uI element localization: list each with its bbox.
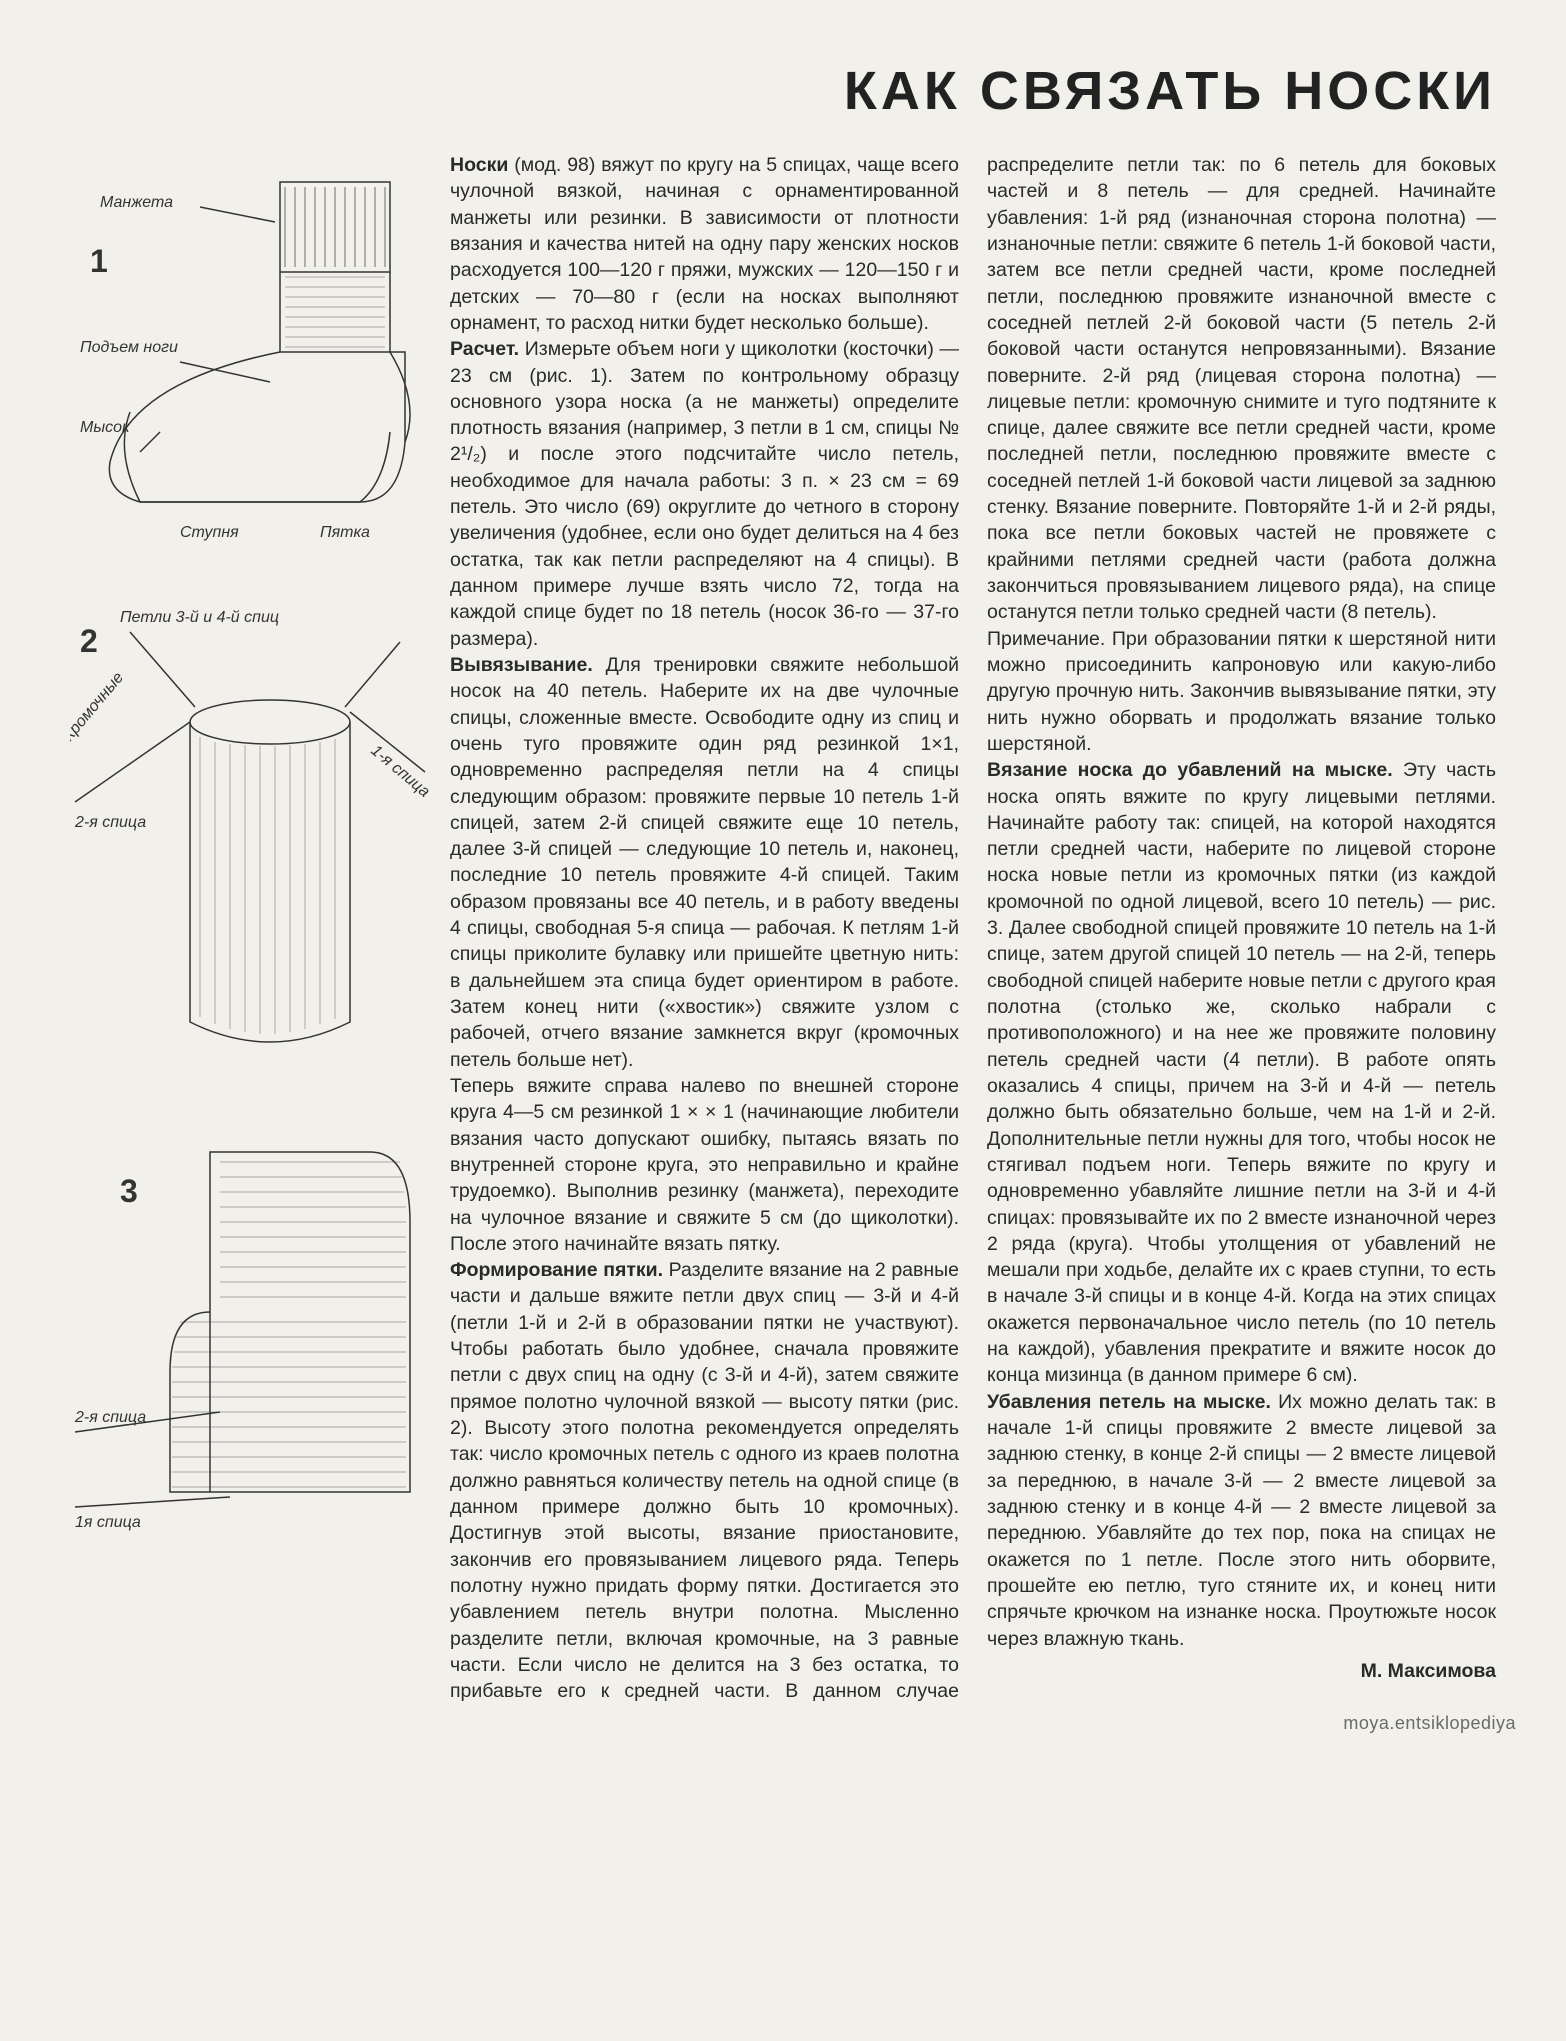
fig1-label-instep: Подъем ноги <box>80 339 178 356</box>
para-6: Примечание. При образовании пятки к шерс… <box>987 626 1496 758</box>
para-8: Убавления петель на мыске. Их можно дела… <box>987 1389 1496 1652</box>
fig2-number: 2 <box>80 623 98 659</box>
body-text: Носки (мод. 98) вяжут по кругу на 5 спиц… <box>450 152 1496 1704</box>
figure-3: 3 <box>70 1112 430 1532</box>
fig1-label-sole: Ступня <box>180 524 239 541</box>
para-1: Носки (мод. 98) вяжут по кругу на 5 спиц… <box>450 152 959 336</box>
content-row: 1 <box>70 152 1496 1704</box>
page-title: КАК СВЯЗАТЬ НОСКИ <box>70 60 1496 122</box>
fig2-label-loops34: Петли 3-й и 4-й спиц <box>120 609 279 626</box>
watermark: moya.entsiklopediya <box>1343 1713 1516 1734</box>
fig3-number: 3 <box>120 1173 138 1209</box>
para-4: Теперь вяжите справа налево по внешней с… <box>450 1073 959 1257</box>
fig2-label-edge: Кромочные <box>70 669 127 744</box>
fig1-label-cuff: Манжета <box>100 194 173 211</box>
figures-column: 1 <box>70 152 430 1532</box>
fig1-label-toe: Мысок <box>80 419 131 436</box>
para-2: Расчет. Измерьте объем ноги у щиколотки … <box>450 336 959 652</box>
fig3-label-needle1: 1я спица <box>75 1514 141 1531</box>
para-3: Вывязывание. Для тренировки свяжите небо… <box>450 652 959 1073</box>
page: КАК СВЯЗАТЬ НОСКИ 1 <box>70 60 1496 1704</box>
fig3-label-needle2: 2-я спица <box>74 1409 146 1426</box>
figure-2: 2 <box>70 592 430 1072</box>
fig1-label-heel: Пятка <box>320 524 370 541</box>
figure-1: 1 <box>70 152 430 552</box>
para-7: Вязание носка до убавлений на мыске. Эту… <box>987 757 1496 1389</box>
fig2-label-needle2: 2-я спица <box>74 814 146 831</box>
fig1-number: 1 <box>90 243 108 279</box>
author: М. Максимова <box>987 1658 1496 1684</box>
